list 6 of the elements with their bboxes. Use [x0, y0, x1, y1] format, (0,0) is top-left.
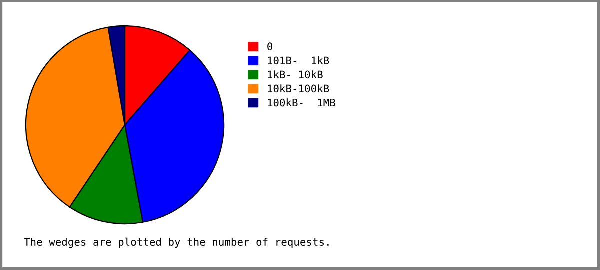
legend-label: 1kB- 10kB — [268, 70, 323, 79]
text: The wedges are plotted by the number of requests. — [24, 238, 329, 248]
legend-label: 100kB- 1MB — [268, 98, 336, 107]
legend-label: 101B- 1kB — [268, 56, 330, 65]
legend-label: 10kB-100kB — [268, 84, 330, 93]
legend-label: 0 — [268, 42, 273, 51]
